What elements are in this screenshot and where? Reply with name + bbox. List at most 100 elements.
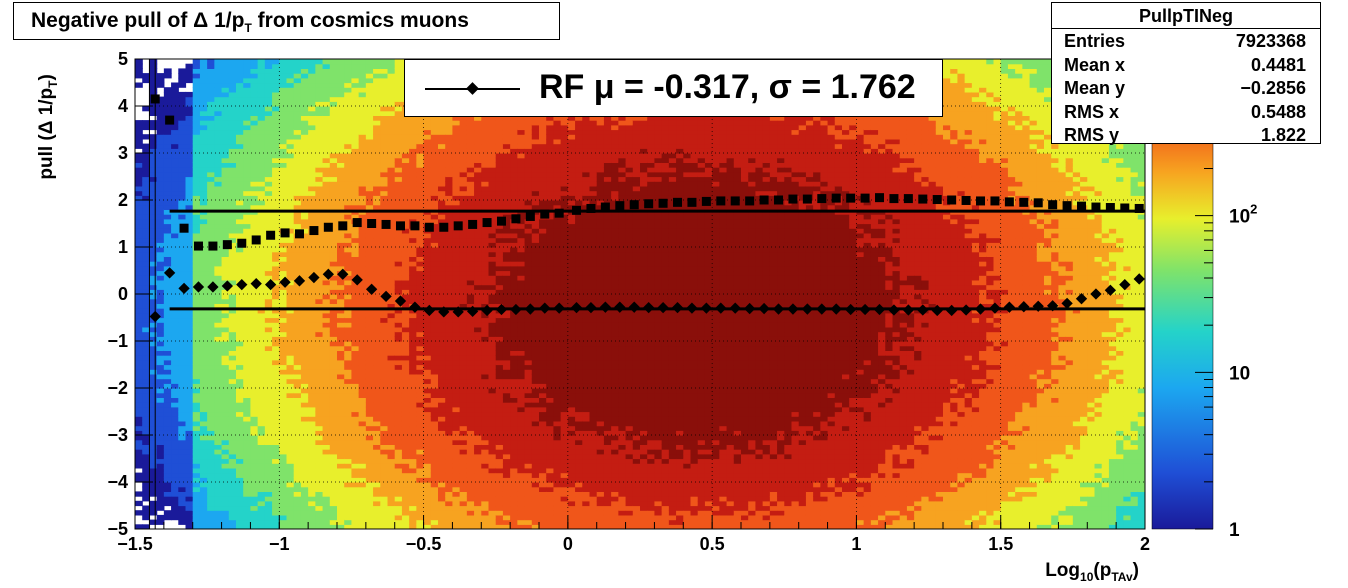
- heatmap-cell: [387, 500, 396, 507]
- heatmap-cell: [351, 228, 360, 234]
- heatmap-cell: [387, 195, 396, 201]
- heatmap-cell: [351, 120, 360, 126]
- heatmap-cell: [149, 228, 158, 234]
- heatmap-cell: [228, 148, 237, 154]
- heatmap-cell: [329, 477, 338, 483]
- heatmap-cell: [236, 204, 244, 210]
- heatmap-cell: [221, 345, 230, 351]
- heatmap-cell: [452, 200, 461, 206]
- heatmap-cell: [329, 162, 338, 168]
- heatmap-cell: [488, 228, 497, 234]
- heatmap-cell: [221, 110, 230, 116]
- heatmap-cell: [459, 214, 468, 220]
- heatmap-cell: [488, 416, 497, 422]
- heatmap-cell: [300, 106, 309, 112]
- heatmap-cell: [423, 463, 432, 469]
- heatmap-cell: [149, 181, 158, 187]
- heatmap-cell: [387, 247, 396, 253]
- heatmap-cell: [178, 162, 187, 168]
- heatmap-cell: [199, 364, 208, 370]
- heatmap-cell: [394, 124, 403, 131]
- heatmap-cell: [286, 218, 295, 225]
- heatmap-cell: [459, 369, 468, 375]
- heatmap-cell: [351, 477, 360, 483]
- heatmap-cell: [438, 134, 446, 140]
- heatmap-cell: [365, 143, 374, 149]
- heatmap-cell: [438, 402, 446, 408]
- heatmap-cell: [286, 458, 295, 464]
- heatmap-cell: [163, 345, 172, 351]
- heatmap-cell: [474, 486, 482, 492]
- heatmap-cell: [430, 463, 439, 469]
- heatmap-cell: [300, 185, 309, 192]
- heatmap-cell: [344, 242, 353, 248]
- heatmap-cell: [322, 82, 331, 88]
- heatmap-cell: [459, 519, 468, 525]
- heatmap-cell: [308, 388, 316, 394]
- heatmap-cell: [185, 120, 194, 126]
- heatmap-cell: [171, 279, 179, 286]
- heatmap-cell: [214, 496, 223, 502]
- heatmap-cell: [207, 482, 215, 488]
- heatmap-cell: [452, 289, 461, 295]
- heatmap-cell: [163, 406, 172, 413]
- heatmap-cell: [358, 185, 367, 192]
- heatmap-cell: [149, 138, 158, 145]
- heatmap-cell: [315, 279, 324, 286]
- heatmap-cell: [373, 228, 381, 234]
- heatmap-cell: [243, 91, 252, 98]
- heatmap-cell: [322, 157, 331, 163]
- heatmap-cell: [156, 435, 165, 441]
- heatmap-cell: [207, 261, 215, 267]
- heatmap-cell: [329, 275, 338, 281]
- heatmap-cell: [409, 439, 417, 445]
- heatmap-cell: [344, 317, 353, 323]
- heatmap-cell: [452, 383, 461, 389]
- heatmap-cell: [387, 373, 396, 380]
- heatmap-cell: [171, 82, 179, 88]
- heatmap-cell: [438, 171, 446, 178]
- heatmap-cell: [445, 270, 454, 276]
- heatmap-cell: [459, 388, 468, 394]
- heatmap-cell: [308, 425, 316, 431]
- heatmap-cell: [199, 519, 208, 525]
- heatmap-cell: [142, 463, 151, 469]
- heatmap-cell: [300, 308, 309, 314]
- heatmap-cell: [192, 298, 201, 304]
- heatmap-cell: [135, 247, 143, 253]
- heatmap-cell: [250, 167, 259, 173]
- heatmap-cell: [373, 68, 381, 74]
- heatmap-cell: [286, 106, 295, 112]
- heatmap-cell: [322, 171, 331, 178]
- heatmap-cell: [409, 416, 417, 422]
- heatmap-cell: [337, 59, 345, 65]
- heatmap-cell: [300, 289, 309, 295]
- heatmap-cell: [358, 289, 367, 295]
- heatmap-cell: [272, 91, 280, 98]
- heatmap-cell: [351, 63, 360, 69]
- heatmap-cell: [373, 397, 381, 403]
- heatmap-cell: [142, 275, 151, 281]
- heatmap-cell: [199, 176, 208, 182]
- heatmap-cell: [474, 289, 482, 295]
- heatmap-cell: [394, 477, 403, 483]
- heatmap-cell: [315, 350, 324, 356]
- heatmap-cell: [481, 411, 490, 417]
- heatmap-cell: [135, 153, 143, 159]
- heatmap-cell: [228, 124, 237, 131]
- heatmap-cell: [272, 477, 280, 483]
- heatmap-cell: [142, 453, 151, 460]
- heatmap-cell: [192, 378, 201, 384]
- heatmap-cell: [329, 303, 338, 309]
- heatmap-cell: [358, 449, 367, 455]
- heatmap-cell: [438, 181, 446, 187]
- heatmap-cell: [351, 68, 360, 74]
- heatmap-cell: [351, 392, 360, 398]
- heatmap-cell: [272, 331, 280, 337]
- heatmap-cell: [445, 265, 454, 272]
- heatmap-cell: [358, 341, 367, 347]
- heatmap-cell: [423, 242, 432, 248]
- heatmap-cell: [337, 341, 345, 347]
- heatmap-cell: [315, 101, 324, 107]
- heatmap-cell: [365, 77, 374, 84]
